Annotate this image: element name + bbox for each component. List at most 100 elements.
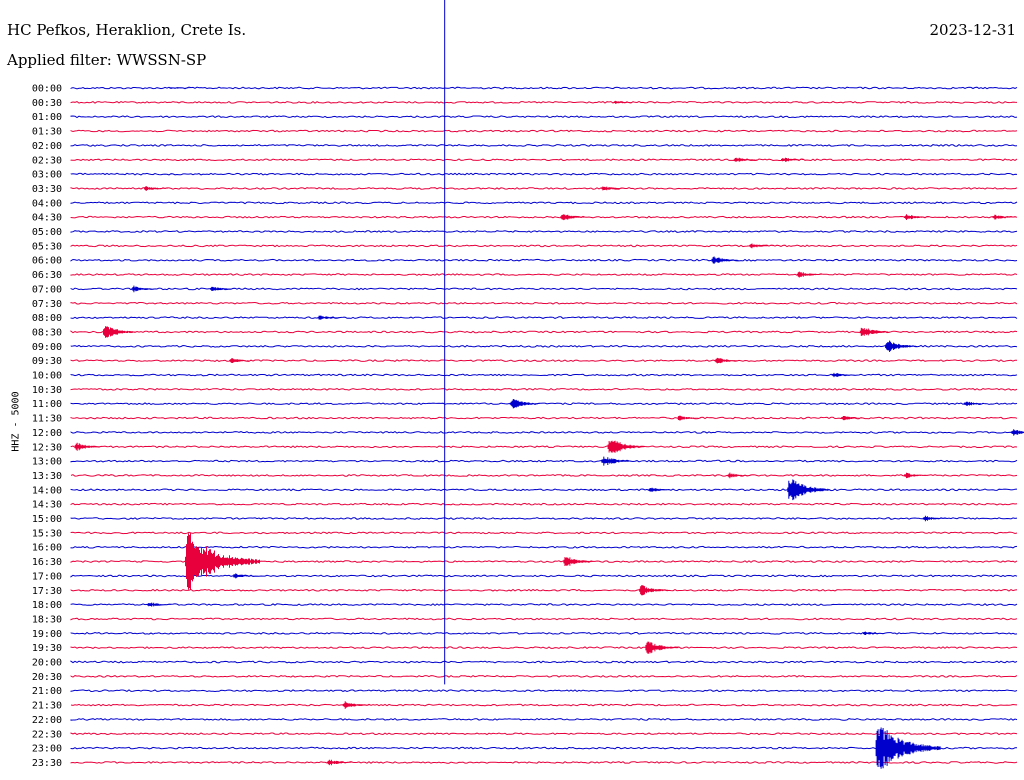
event-burst-19 <box>714 357 740 364</box>
trace-line-2200 <box>70 717 1018 721</box>
trace-line-0730 <box>70 301 1018 305</box>
trace-line-1030 <box>70 387 1018 391</box>
row-label-0030: 00:30 <box>32 98 62 109</box>
trace-line-0100 <box>70 115 1018 119</box>
row-label-2230: 22:30 <box>32 729 62 740</box>
trace-line-0800 <box>70 316 1018 320</box>
trace-line-0130 <box>70 129 1018 133</box>
trace-line-2000 <box>70 660 1018 664</box>
row-label-0600: 06:00 <box>32 256 62 267</box>
event-burst-39 <box>863 631 885 635</box>
event-burst-7 <box>904 214 929 220</box>
row-label-2330: 23:30 <box>32 758 62 769</box>
trace-line-0330 <box>70 187 1018 190</box>
event-burst-36 <box>232 573 257 579</box>
trace-line-0300 <box>70 172 1018 176</box>
date-label: 2023-12-31 <box>929 21 1016 39</box>
row-label-0430: 04:30 <box>32 213 62 224</box>
row-label-1900: 19:00 <box>32 629 62 640</box>
row-label-2200: 22:00 <box>32 715 62 726</box>
row-label-1830: 18:30 <box>32 614 62 625</box>
trace-line-0200 <box>70 143 1018 147</box>
row-label-1500: 15:00 <box>32 514 62 525</box>
row-label-0230: 02:30 <box>32 155 62 166</box>
event-burst-32 <box>648 487 673 492</box>
event-burst-1 <box>613 100 636 104</box>
row-label-1400: 14:00 <box>32 485 62 496</box>
trace-line-1730 <box>70 588 1018 592</box>
row-label-1130: 11:30 <box>32 414 62 425</box>
row-label-0300: 03:00 <box>32 170 62 181</box>
event-burst-14 <box>317 315 342 320</box>
event-burst-17 <box>885 340 918 352</box>
row-label-2000: 20:00 <box>32 658 62 669</box>
event-burst-23 <box>676 415 701 421</box>
event-burst-13 <box>210 286 235 291</box>
trace-line-0230 <box>70 158 1018 162</box>
event-burst-41 <box>342 701 370 709</box>
event-burst-2 <box>733 157 758 162</box>
trace-line-0930 <box>70 359 1018 363</box>
row-label-2100: 21:00 <box>32 686 62 697</box>
row-label-0830: 08:30 <box>32 327 62 338</box>
row-label-0130: 01:30 <box>32 127 62 138</box>
trace-line-1830 <box>70 617 1018 621</box>
event-burst-35 <box>563 557 594 566</box>
trace-line-0430 <box>70 215 1018 219</box>
trace-line-0630 <box>70 273 1018 276</box>
trace-line-1800 <box>70 603 1018 607</box>
trace-line-0530 <box>70 244 1018 248</box>
event-burst-26 <box>74 442 102 451</box>
trace-line-2030 <box>70 674 1018 678</box>
event-burst-20 <box>831 372 856 378</box>
event-burst-4 <box>144 186 168 191</box>
event-burst-16 <box>859 327 890 336</box>
event-burst-27 <box>607 440 645 453</box>
trace-line-1000 <box>70 373 1018 377</box>
row-label-0000: 00:00 <box>32 84 62 95</box>
event-burst-18 <box>229 358 254 363</box>
trace-line-1230 <box>70 445 1018 449</box>
row-label-0800: 08:00 <box>32 313 62 324</box>
trace-line-1900 <box>70 631 1018 635</box>
trace-line-2330 <box>70 761 1018 764</box>
event-burst-21 <box>509 399 540 409</box>
event-burst-3 <box>781 157 805 162</box>
trace-line-1930 <box>70 646 1018 650</box>
row-label-1300: 13:00 <box>32 457 62 468</box>
trace-line-0400 <box>70 201 1018 205</box>
event-burst-33 <box>922 515 947 522</box>
event-burst-34 <box>185 533 260 590</box>
event-burst-42 <box>875 727 941 769</box>
trace-line-1100 <box>70 402 1018 406</box>
event-burst-5 <box>601 186 626 191</box>
row-label-0730: 07:30 <box>32 299 62 310</box>
filter-label: Applied filter: WWSSN-SP <box>7 51 207 69</box>
row-label-1100: 11:00 <box>32 399 62 410</box>
event-burst-12 <box>131 285 157 293</box>
trace-line-0600 <box>70 258 1018 262</box>
trace-line-2100 <box>70 689 1018 693</box>
row-label-0630: 06:30 <box>32 270 62 281</box>
row-label-0930: 09:30 <box>32 356 62 367</box>
row-label-2030: 20:30 <box>32 672 62 683</box>
row-label-0500: 05:00 <box>32 227 62 238</box>
event-burst-6 <box>560 214 588 221</box>
trace-line-1300 <box>70 459 1018 463</box>
row-label-1030: 10:30 <box>32 385 62 396</box>
row-label-1230: 12:30 <box>32 442 62 453</box>
trace-line-1530 <box>70 531 1018 535</box>
row-label-0900: 09:00 <box>32 342 62 353</box>
event-burst-25 <box>1011 429 1024 436</box>
row-label-2300: 23:00 <box>32 744 62 755</box>
event-burst-10 <box>711 256 739 264</box>
event-burst-29 <box>727 472 752 479</box>
event-burst-30 <box>904 472 928 479</box>
station-title: HC Pefkos, Heraklion, Crete Is. <box>7 21 247 39</box>
trace-line-1500 <box>70 517 1018 520</box>
row-label-0200: 02:00 <box>32 141 62 152</box>
trace-line-0700 <box>70 287 1018 291</box>
row-label-1530: 15:30 <box>32 528 62 539</box>
trace-line-1400 <box>70 488 1018 492</box>
